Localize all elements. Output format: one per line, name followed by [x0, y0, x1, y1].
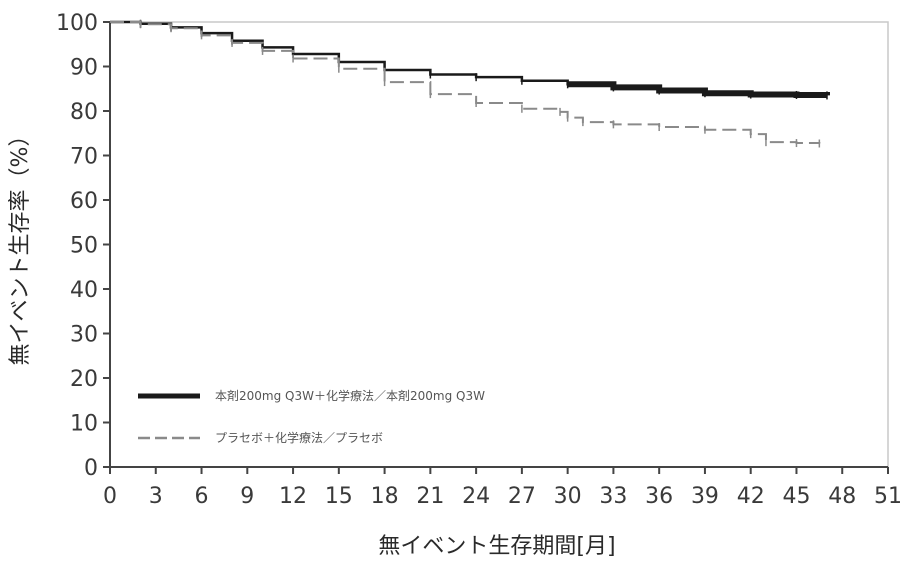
y-ticks: 0 10 20 30 40 50 60 70 80 90 100 — [56, 11, 110, 481]
x-ticks: 0 3 6 9 12 15 18 21 24 27 30 33 36 39 42 45 48 51 — [103, 467, 902, 509]
y-tick-label: 100 — [56, 11, 98, 36]
series-line-1 — [110, 20, 829, 97]
x-tick-label: 12 — [279, 484, 307, 509]
x-tick-label: 6 — [195, 484, 209, 509]
y-tick-label: 20 — [70, 367, 98, 392]
x-tick-label: 48 — [828, 484, 856, 509]
x-tick-label: 36 — [645, 484, 673, 509]
x-tick-label: 51 — [874, 484, 902, 509]
y-axis-label: 無イベント生存率（%） — [8, 125, 33, 366]
y-tick-label: 80 — [70, 100, 98, 125]
x-axis-label: 無イベント生存期間[月] — [378, 534, 615, 559]
y-tick-label: 30 — [70, 323, 98, 348]
x-tick-label: 21 — [416, 484, 444, 509]
x-tick-label: 27 — [508, 484, 536, 509]
y-tick-label: 50 — [70, 234, 98, 259]
y-tick-label: 40 — [70, 278, 98, 303]
y-tick-label: 0 — [84, 456, 98, 481]
y-tick-label: 70 — [70, 145, 98, 170]
y-tick-label: 10 — [70, 412, 98, 437]
x-tick-label: 18 — [371, 484, 399, 509]
x-tick-label: 24 — [462, 484, 490, 509]
x-tick-label: 15 — [325, 484, 353, 509]
x-tick-label: 45 — [782, 484, 810, 509]
x-tick-label: 33 — [599, 484, 627, 509]
legend-label-series-1: 本剤200mg Q3W＋化学療法／本剤200mg Q3W — [215, 388, 485, 403]
x-tick-label: 42 — [737, 484, 765, 509]
y-tick-label: 60 — [70, 189, 98, 214]
x-tick-label: 30 — [554, 484, 582, 509]
x-tick-label: 39 — [691, 484, 719, 509]
y-tick-label: 90 — [70, 56, 98, 81]
series-line-1-dense — [567, 81, 830, 98]
series-line-2 — [110, 21, 821, 145]
series-group — [110, 19, 830, 148]
x-tick-label: 3 — [149, 484, 163, 509]
legend: 本剤200mg Q3W＋化学療法／本剤200mg Q3W プラセボ＋化学療法／プ… — [138, 388, 485, 445]
x-tick-label: 0 — [103, 484, 117, 509]
legend-label-series-2: プラセボ＋化学療法／プラセボ — [215, 430, 383, 445]
x-tick-label: 9 — [240, 484, 254, 509]
